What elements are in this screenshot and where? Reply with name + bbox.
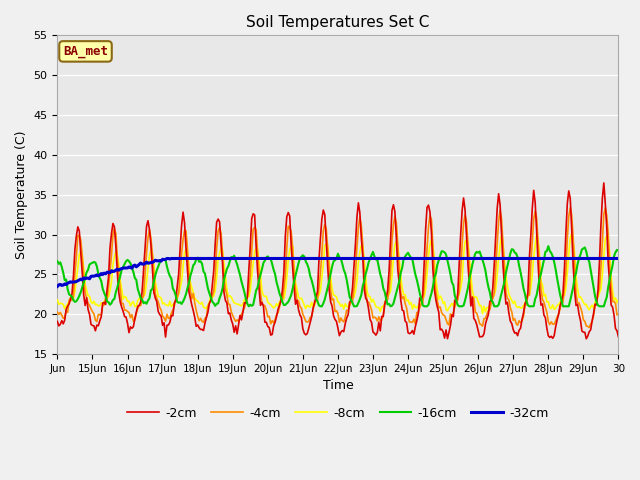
-16cm bbox=[445, 264, 452, 270]
-8cm bbox=[284, 257, 292, 263]
-8cm bbox=[479, 311, 486, 317]
-16cm bbox=[428, 291, 435, 297]
-2cm bbox=[614, 334, 622, 340]
-16cm bbox=[245, 303, 253, 309]
-32cm bbox=[445, 255, 452, 261]
-8cm bbox=[426, 241, 434, 247]
-2cm bbox=[67, 296, 74, 302]
-32cm bbox=[351, 255, 359, 261]
-32cm bbox=[67, 279, 74, 285]
-4cm bbox=[614, 311, 622, 317]
-2cm bbox=[426, 209, 434, 215]
-4cm bbox=[54, 309, 61, 315]
-16cm bbox=[67, 292, 74, 298]
-4cm bbox=[284, 223, 292, 229]
-32cm bbox=[614, 255, 622, 261]
Legend: -2cm, -4cm, -8cm, -16cm, -32cm: -2cm, -4cm, -8cm, -16cm, -32cm bbox=[122, 402, 554, 425]
-4cm bbox=[566, 204, 574, 210]
-2cm bbox=[582, 336, 590, 342]
X-axis label: Time: Time bbox=[323, 379, 353, 392]
-8cm bbox=[54, 297, 61, 303]
-16cm bbox=[614, 248, 622, 253]
-2cm bbox=[54, 319, 61, 324]
-16cm bbox=[545, 243, 552, 249]
-8cm bbox=[67, 295, 74, 301]
-2cm bbox=[103, 287, 111, 292]
-4cm bbox=[586, 324, 593, 330]
-32cm bbox=[428, 255, 435, 261]
Line: -4cm: -4cm bbox=[58, 207, 618, 327]
-32cm bbox=[54, 284, 61, 289]
Text: BA_met: BA_met bbox=[63, 45, 108, 58]
Line: -8cm: -8cm bbox=[58, 233, 618, 314]
-2cm bbox=[350, 263, 358, 268]
Line: -2cm: -2cm bbox=[58, 183, 618, 339]
Y-axis label: Soil Temperature (C): Soil Temperature (C) bbox=[15, 131, 28, 259]
-8cm bbox=[614, 297, 622, 303]
-4cm bbox=[426, 213, 434, 218]
Title: Soil Temperatures Set C: Soil Temperatures Set C bbox=[246, 15, 429, 30]
-8cm bbox=[444, 308, 451, 314]
-2cm bbox=[284, 210, 292, 216]
-16cm bbox=[351, 303, 359, 309]
-16cm bbox=[54, 258, 61, 264]
-4cm bbox=[67, 295, 74, 300]
-32cm bbox=[286, 255, 294, 261]
-32cm bbox=[163, 255, 171, 261]
-8cm bbox=[568, 230, 575, 236]
-2cm bbox=[600, 180, 607, 186]
-4cm bbox=[350, 286, 358, 292]
-8cm bbox=[103, 295, 111, 300]
-2cm bbox=[444, 336, 451, 342]
Line: -16cm: -16cm bbox=[58, 246, 618, 306]
-8cm bbox=[350, 294, 358, 300]
-16cm bbox=[286, 296, 294, 301]
Line: -32cm: -32cm bbox=[58, 258, 618, 287]
-16cm bbox=[103, 299, 111, 304]
-4cm bbox=[444, 321, 451, 326]
-4cm bbox=[103, 296, 111, 302]
-32cm bbox=[103, 269, 111, 275]
